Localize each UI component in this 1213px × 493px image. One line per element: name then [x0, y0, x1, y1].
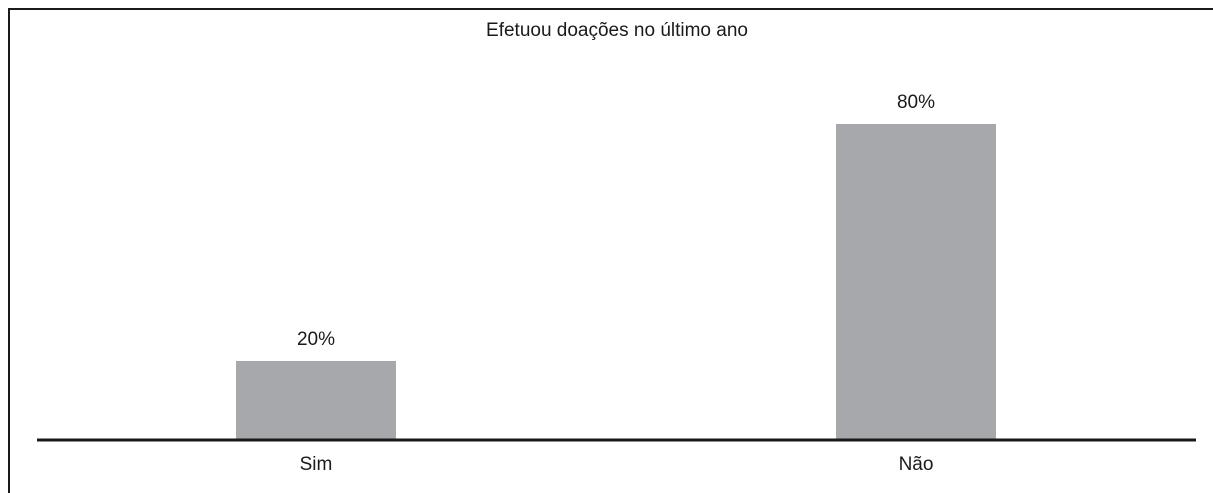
bar-1	[236, 361, 396, 440]
chart-title: Efetuou doações no último ano	[486, 20, 748, 41]
x-tick-label-2: Não	[899, 454, 934, 475]
bars-layer: 20% 80%	[236, 92, 996, 440]
chart-border	[9, 9, 1213, 493]
x-tick-labels: Sim Não	[300, 454, 934, 475]
data-label-1: 20%	[297, 329, 335, 350]
data-label-2: 80%	[897, 92, 935, 113]
bar-2	[836, 124, 996, 440]
x-tick-label-1: Sim	[300, 454, 333, 475]
